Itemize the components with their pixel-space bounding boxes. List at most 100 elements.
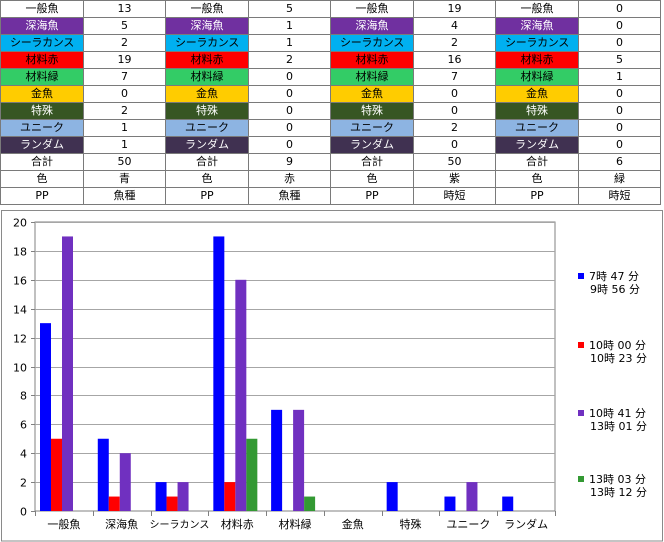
category-label-cell: 材料赤 — [495, 51, 579, 69]
y-tick-label: 20 — [13, 217, 27, 230]
bar-1 — [444, 496, 456, 511]
legend-label: 10時 41 分 — [589, 407, 646, 420]
bar-1 — [155, 482, 167, 511]
table-row: 深海魚 5 深海魚 1 深海魚 4 深海魚 0 — [0, 17, 661, 35]
count-cell: 0 — [248, 136, 331, 154]
y-tick-label: 14 — [13, 304, 27, 317]
count-cell: 0 — [83, 85, 166, 103]
mode-row-label: PP — [0, 187, 84, 205]
category-label-cell: シーラカンス — [165, 34, 249, 52]
category-label-cell: 材料赤 — [0, 51, 84, 69]
y-tick-label: 12 — [13, 333, 27, 346]
count-cell: 19 — [83, 51, 166, 69]
count-cell: 0 — [248, 119, 331, 137]
count-cell: 1 — [83, 119, 166, 137]
total-row-value: 50 — [413, 153, 496, 171]
category-label-cell: 材料緑 — [0, 68, 84, 86]
count-cell: 16 — [413, 51, 496, 69]
count-cell: 0 — [578, 17, 661, 35]
count-cell: 5 — [578, 51, 661, 69]
bar-1 — [213, 236, 225, 511]
y-tick-label: 6 — [20, 419, 27, 432]
y-tick-label: 10 — [13, 362, 27, 375]
count-cell: 1 — [248, 17, 331, 35]
category-label-cell: 材料赤 — [330, 51, 414, 69]
category-label-cell: 深海魚 — [165, 17, 249, 35]
legend-label: 7時 47 分 — [589, 270, 639, 283]
category-label-cell: 深海魚 — [330, 17, 414, 35]
count-cell: 5 — [248, 0, 331, 18]
bar-3 — [119, 453, 131, 511]
count-cell: 0 — [578, 34, 661, 52]
legend-swatch — [578, 273, 584, 279]
total-row-label: 合計 — [330, 153, 414, 171]
count-cell: 0 — [578, 119, 661, 137]
count-cell: 2 — [248, 51, 331, 69]
x-tick-label: ユニーク — [446, 518, 490, 531]
x-tick-label: 金魚 — [342, 517, 364, 531]
count-cell: 5 — [83, 17, 166, 35]
color-row-value: 青 — [83, 170, 166, 188]
count-cell: 7 — [413, 68, 496, 86]
y-tick-label: 2 — [20, 477, 27, 490]
total-row-label: 合計 — [495, 153, 579, 171]
count-cell: 0 — [578, 136, 661, 154]
category-label-cell: ランダム — [495, 136, 579, 154]
color-row-label: 色 — [495, 170, 579, 188]
total-row-value: 50 — [83, 153, 166, 171]
y-tick-label: 16 — [13, 275, 27, 288]
category-label-cell: 特殊 — [0, 102, 84, 120]
category-label-cell: 一般魚 — [495, 0, 579, 18]
mode-row-label: PP — [165, 187, 249, 205]
x-tick-label: ランダム — [504, 517, 548, 531]
fish-count-table: 一般魚 13 一般魚 5 一般魚 19 一般魚 0 深海魚 5 深海魚 1 深海魚 4 深海魚 0 シーラカンス… — [0, 0, 661, 205]
color-row-value: 緑 — [578, 170, 661, 188]
total-row-label: 合計 — [165, 153, 249, 171]
count-cell: 0 — [413, 136, 496, 154]
mode-row-value: 時短 — [578, 187, 661, 205]
category-label-cell: 一般魚 — [0, 0, 84, 18]
mode-row: PP 魚種 PP 魚種 PP 時短 PP 時短 — [0, 187, 661, 205]
legend-swatch — [578, 410, 584, 416]
total-row-label: 合計 — [0, 153, 84, 171]
bar-1 — [386, 482, 398, 511]
count-cell: 0 — [248, 85, 331, 103]
category-label-cell: 深海魚 — [0, 17, 84, 35]
fish-bar-chart: 0 2 4 6 8 10 12 14 16 18 20 一般魚 深海魚 シーラカンス 材料赤 材料緑 金魚 特殊 ユ… — [1, 210, 663, 542]
bar-1 — [271, 409, 283, 511]
table-row: ユニーク 1 ユニーク 0 ユニーク 2 ユニーク 0 — [0, 119, 661, 137]
category-label-cell: 一般魚 — [330, 0, 414, 18]
color-row: 色青色赤色紫色緑 — [0, 170, 661, 188]
bar-1 — [97, 438, 109, 511]
category-label-cell: シーラカンス — [330, 34, 414, 52]
count-cell: 7 — [83, 68, 166, 86]
category-label-cell: 一般魚 — [165, 0, 249, 18]
color-row-value: 紫 — [413, 170, 496, 188]
mode-row-label: PP — [330, 187, 414, 205]
legend-label: 10時 00 分 — [589, 339, 646, 352]
color-row-value: 赤 — [248, 170, 331, 188]
color-row-label: 色 — [330, 170, 414, 188]
category-label-cell: 特殊 — [495, 102, 579, 120]
legend-swatch — [578, 342, 584, 348]
count-cell: 1 — [83, 136, 166, 154]
bar-3 — [235, 279, 247, 511]
legend-label: 13時 01 分 — [590, 420, 647, 433]
count-cell: 1 — [578, 68, 661, 86]
category-label-cell: 金魚 — [165, 85, 249, 103]
x-tick-label: シーラカンス — [150, 519, 210, 531]
table-row: シーラカンス 2 シーラカンス 1 シーラカンス 2 シーラカンス 0 — [0, 34, 661, 52]
x-tick-label: 材料赤 — [221, 517, 254, 531]
legend-label: 13時 03 分 — [589, 473, 646, 486]
bar-2 — [166, 496, 178, 511]
color-row-label: 色 — [0, 170, 84, 188]
table-row: 材料赤 19 材料赤 2 材料赤 16 材料赤 5 — [0, 51, 661, 69]
bar-4 — [246, 438, 258, 511]
category-label-cell: ユニーク — [495, 119, 579, 137]
x-tick-label: 材料緑 — [279, 517, 312, 531]
y-tick-label: 8 — [20, 390, 27, 403]
count-cell: 2 — [413, 34, 496, 52]
count-cell: 0 — [248, 68, 331, 86]
category-label-cell: ランダム — [0, 136, 84, 154]
bar-3 — [62, 236, 73, 511]
